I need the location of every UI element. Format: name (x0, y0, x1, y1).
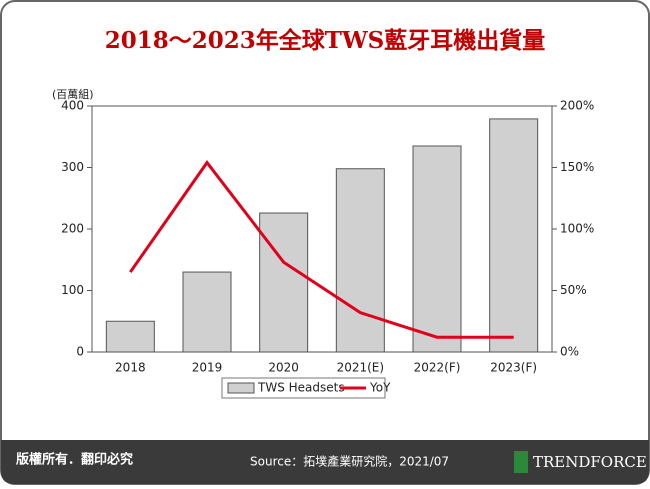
chart-title: 2018～2023年全球TWS藍牙耳機出貨量 (105, 27, 546, 54)
logo-icon (514, 451, 528, 473)
y2-tick-label: 0% (560, 345, 579, 359)
y2-tick-label: 50% (560, 283, 587, 297)
y-tick-label: 400 (61, 99, 84, 113)
bar (412, 145, 462, 353)
footer-bar (1, 440, 649, 484)
source: Source：拓墣產業研究院，2021/07 (250, 454, 449, 469)
legend-label: YoY (369, 381, 391, 395)
bar (489, 118, 539, 353)
bar (182, 271, 232, 353)
x-tick-label: 2020 (268, 361, 299, 375)
legend (221, 377, 386, 399)
y-tick-label: 300 (61, 160, 84, 174)
y-tick-label: 200 (61, 222, 84, 236)
bar (105, 320, 155, 353)
x-tick-label: 2019 (192, 361, 223, 375)
legend-swatch (227, 382, 255, 394)
legend-label: TWS Headsets (257, 381, 345, 395)
x-tick-label: 2022(F) (414, 361, 461, 375)
bar (335, 168, 385, 353)
x-tick-label: 2023(F) (490, 361, 537, 375)
line (129, 160, 514, 339)
bar (259, 212, 309, 353)
logo: TRENDFORCE (533, 453, 647, 471)
x-tick-label: 2021(E) (337, 361, 384, 375)
y2-tick-label: 200% (560, 99, 594, 113)
y2-tick-label: 100% (560, 222, 594, 236)
y-axis-label: (百萬組) (52, 88, 94, 101)
copyright: 版權所有．翻印必究 (16, 452, 133, 468)
y-tick-label: 100 (61, 283, 84, 297)
x-tick-label: 2018 (115, 361, 146, 375)
y-tick-label: 0 (76, 345, 84, 359)
y2-tick-label: 150% (560, 160, 594, 174)
